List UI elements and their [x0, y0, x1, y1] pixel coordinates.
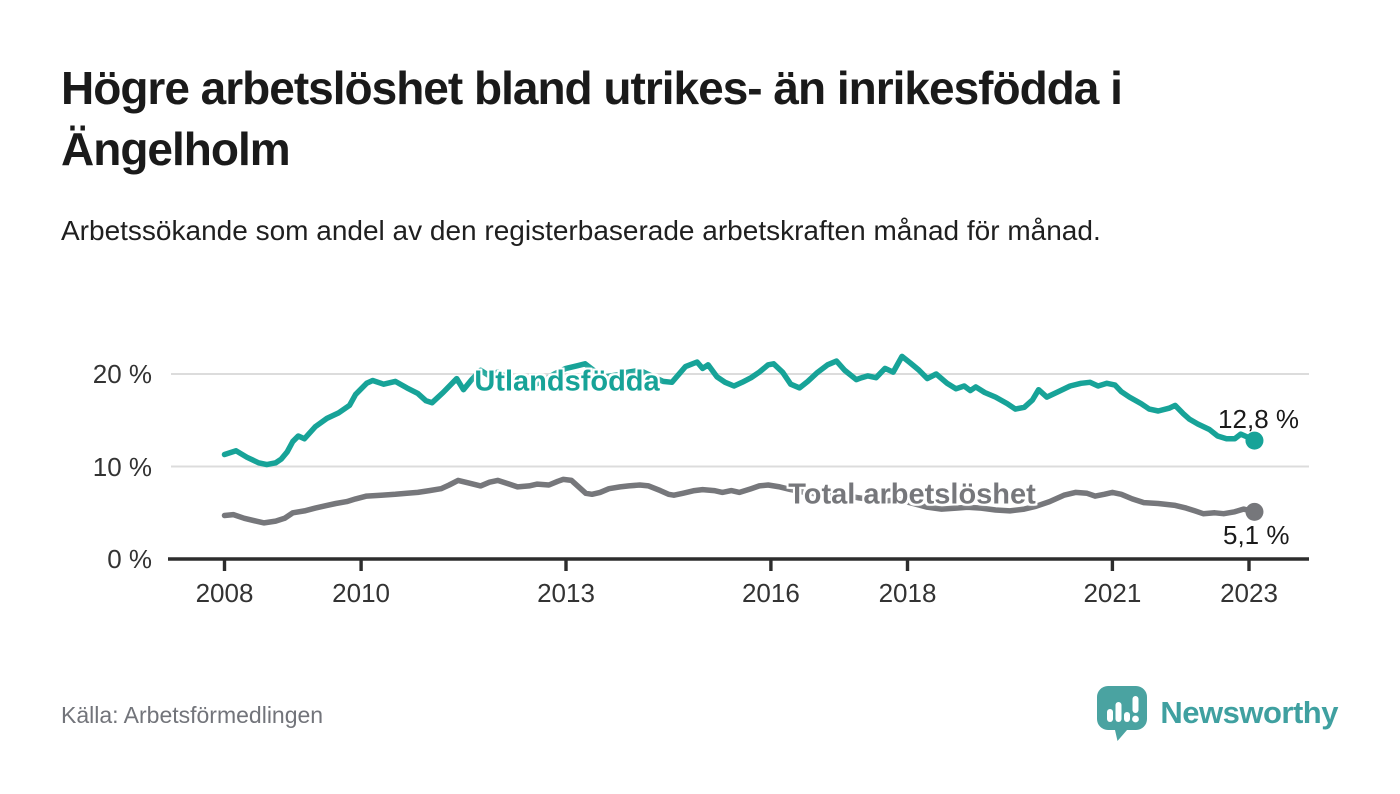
series-line-total [221, 476, 1258, 526]
brand-name: Newsworthy [1160, 695, 1338, 730]
page-subtitle: Arbetssökande som andel av den registerb… [61, 215, 1101, 246]
source-note: Källa: Arbetsförmedlingen [61, 702, 324, 728]
series-end-dot-utlandsfodda [1245, 431, 1264, 450]
series-end-dot-total [1245, 502, 1264, 521]
newsworthy-speech-bubble-barchart-icon [1095, 684, 1149, 742]
series-line-utlandsfodda [221, 353, 1258, 468]
page-title: Högre arbetslöshet bland utrikes- än inr… [61, 62, 1123, 175]
brand-logo: Newsworthy [1095, 684, 1338, 742]
